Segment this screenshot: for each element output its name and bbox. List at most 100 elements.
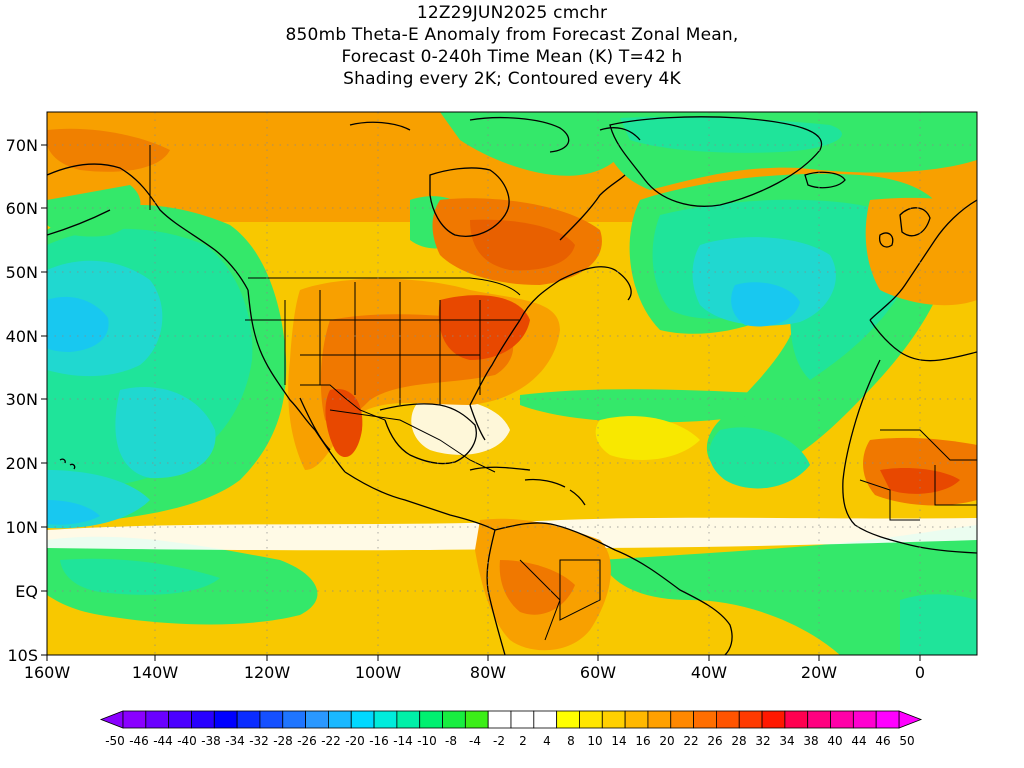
colorbar-swatch bbox=[830, 710, 854, 729]
political-boundaries bbox=[149, 145, 977, 641]
colorbar-swatch bbox=[579, 710, 603, 729]
plot-frame bbox=[46, 111, 978, 656]
colorbar-swatch bbox=[601, 710, 626, 729]
colorbar-label: -44 bbox=[153, 734, 173, 748]
x-label-60w: 60W bbox=[580, 663, 616, 682]
colorbar-swatch bbox=[396, 710, 421, 729]
x-label-140w: 140W bbox=[132, 663, 179, 682]
y-label-eq: EQ bbox=[15, 582, 38, 601]
colorbar-swatch bbox=[807, 710, 831, 729]
colorbar-swatch bbox=[693, 710, 717, 729]
colorbar-swatch bbox=[122, 710, 147, 729]
colorbar-swatch bbox=[533, 710, 558, 729]
y-label-50n: 50N bbox=[6, 263, 38, 282]
colorbar-label: -22 bbox=[321, 734, 341, 748]
colorbar-label: 28 bbox=[731, 734, 746, 748]
colorbar-label: -10 bbox=[417, 734, 437, 748]
colorbar-label: 10 bbox=[587, 734, 602, 748]
colorbar-label: -40 bbox=[177, 734, 197, 748]
colorbar-swatch bbox=[670, 710, 694, 729]
colorbar-swatch bbox=[852, 710, 877, 729]
colorbar-arrow-right bbox=[898, 710, 923, 729]
colorbar-label: 50 bbox=[899, 734, 914, 748]
y-label-20n: 20N bbox=[6, 454, 38, 473]
x-axis-labels: 160W 140W 120W 100W 80W 60W 40W 20W 0 bbox=[24, 663, 925, 682]
arctic-cool-region bbox=[440, 112, 628, 176]
coastlines bbox=[47, 116, 977, 655]
south-atlantic-cool-region bbox=[600, 525, 977, 655]
colorbar-label: -32 bbox=[249, 734, 269, 748]
colorbar-label: -26 bbox=[297, 734, 317, 748]
x-ticks bbox=[46, 655, 921, 661]
colorbar-swatch bbox=[510, 710, 535, 729]
colorbar-labels: -50 -46 -44 -40 -38 -34 -32 -28 -26 -22 -20 -16 -14-… bbox=[105, 734, 914, 748]
colorbar-swatch bbox=[487, 710, 512, 729]
x-label-160w: 160W bbox=[24, 663, 71, 682]
colorbar-label: 2 bbox=[519, 734, 527, 748]
colorbar-label: -16 bbox=[369, 734, 389, 748]
colorbar-swatch bbox=[213, 710, 238, 729]
title-forecast: Forecast 0-240h Time Mean (K) T=42 h bbox=[341, 47, 683, 67]
colorbar-label: 20 bbox=[659, 734, 674, 748]
colorbar-swatch bbox=[738, 710, 763, 729]
colorbar-label: 4 bbox=[543, 734, 551, 748]
colorbar-swatch bbox=[716, 710, 740, 729]
colorbar-swatch bbox=[305, 710, 329, 729]
colorbar-label: 46 bbox=[875, 734, 890, 748]
y-axis-labels: 70N 60N 50N 40N 30N 20N 10N EQ 10S bbox=[6, 136, 38, 665]
x-label-40w: 40W bbox=[691, 663, 727, 682]
colorbar-swatches bbox=[99, 710, 923, 729]
colorbar-label: -2 bbox=[493, 734, 505, 748]
colorbar-swatch bbox=[464, 710, 489, 729]
colorbar-label: 14 bbox=[611, 734, 626, 748]
colorbar-swatch bbox=[875, 710, 900, 729]
colorbar-label: 26 bbox=[707, 734, 722, 748]
colorbar-label: 34 bbox=[779, 734, 794, 748]
colorbar-swatch bbox=[259, 710, 284, 729]
y-label-60n: 60N bbox=[6, 199, 38, 218]
colorbar-swatch bbox=[236, 710, 261, 729]
map-title: 12Z29JUN2025 cmchr 850mb Theta-E Anomaly… bbox=[0, 0, 1024, 90]
y-label-30n: 30N bbox=[6, 390, 38, 409]
colorbar-label: -38 bbox=[201, 734, 221, 748]
title-variable: 850mb Theta-E Anomaly from Forecast Zona… bbox=[285, 25, 739, 45]
colorbar-label: -34 bbox=[225, 734, 245, 748]
colorbar-label: -8 bbox=[445, 734, 457, 748]
colorbar-swatch bbox=[419, 710, 443, 729]
graticule bbox=[47, 112, 977, 655]
x-label-0: 0 bbox=[915, 663, 925, 682]
colorbar-swatch bbox=[168, 710, 192, 729]
y-ticks bbox=[41, 144, 47, 656]
title-run: 12Z29JUN2025 cmchr bbox=[416, 3, 608, 23]
x-label-100w: 100W bbox=[355, 663, 402, 682]
colorbar-swatch bbox=[328, 710, 352, 729]
colorbar-swatch bbox=[761, 710, 786, 729]
colorbar-arrow-left bbox=[99, 710, 124, 729]
colorbar-swatch bbox=[282, 710, 306, 729]
y-label-10n: 10N bbox=[6, 518, 38, 537]
colorbar-swatch bbox=[442, 710, 466, 729]
y-label-40n: 40N bbox=[6, 327, 38, 346]
colorbar-swatch bbox=[373, 710, 398, 729]
colorbar-label: -46 bbox=[129, 734, 149, 748]
colorbar-swatch bbox=[350, 710, 375, 729]
colorbar-label: 22 bbox=[683, 734, 698, 748]
title-shading: Shading every 2K; Contoured every 4K bbox=[343, 69, 681, 89]
colorbar-swatch bbox=[624, 710, 649, 729]
x-label-80w: 80W bbox=[470, 663, 506, 682]
colorbar: -50 -46 -44 -40 -38 -34 -32 -28 -26 -22 -20 -16 -14-… bbox=[99, 710, 923, 748]
x-label-20w: 20W bbox=[801, 663, 837, 682]
theta-e-anomaly-field bbox=[47, 112, 977, 655]
colorbar-swatch bbox=[145, 710, 170, 729]
colorbar-swatch bbox=[647, 710, 672, 729]
y-label-70n: 70N bbox=[6, 136, 38, 155]
colorbar-label: 16 bbox=[635, 734, 650, 748]
colorbar-swatch bbox=[556, 710, 580, 729]
colorbar-label: 32 bbox=[755, 734, 770, 748]
y-label-10s: 10S bbox=[7, 646, 38, 665]
x-label-120w: 120W bbox=[244, 663, 291, 682]
europe-warm-region bbox=[865, 197, 977, 306]
colorbar-label: -14 bbox=[393, 734, 413, 748]
colorbar-label: 40 bbox=[827, 734, 842, 748]
